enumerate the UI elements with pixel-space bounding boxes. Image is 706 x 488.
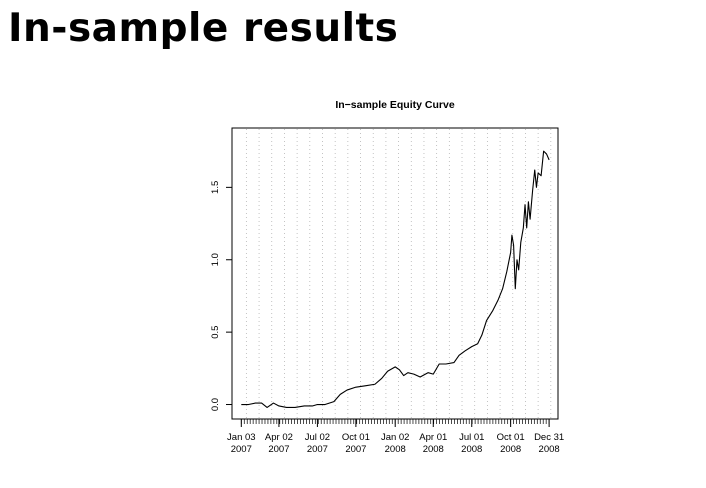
x-tick-label-year: 2008 xyxy=(423,444,444,455)
x-tick-label: Jul 01 xyxy=(459,432,484,443)
x-tick-label-year: 2007 xyxy=(307,444,328,455)
y-tick-label: 0.5 xyxy=(210,326,221,339)
x-tick-label-year: 2008 xyxy=(500,444,521,455)
chart-grid xyxy=(245,129,552,418)
x-tick-label-year: 2008 xyxy=(461,444,482,455)
slide-title: In-sample results xyxy=(8,6,399,51)
x-tick-label: Jan 02 xyxy=(381,432,410,443)
y-tick-label: 0.0 xyxy=(210,398,221,411)
chart-title: In−sample Equity Curve xyxy=(335,99,454,111)
x-tick-label: Apr 02 xyxy=(265,432,293,443)
x-tick-label-year: 2007 xyxy=(268,444,289,455)
x-tick-label: Oct 01 xyxy=(497,432,525,443)
x-tick-label: Dec 31 xyxy=(534,432,564,443)
x-tick-label: Apr 01 xyxy=(419,432,447,443)
chart-series-layer xyxy=(241,150,550,408)
equity-series-line xyxy=(241,150,550,408)
y-axis: 0.0 0.5 1.0 1.5 xyxy=(210,181,232,411)
x-tick-label: Jan 03 xyxy=(227,432,256,443)
x-tick-label-year: 2007 xyxy=(345,444,366,455)
x-tick-label-year: 2007 xyxy=(231,444,252,455)
x-tick-label: Jul 02 xyxy=(305,432,330,443)
y-tick-label: 1.0 xyxy=(210,253,221,266)
plot-frame xyxy=(231,127,559,420)
x-tick-label-year: 2008 xyxy=(539,444,560,455)
x-tick-label-year: 2008 xyxy=(385,444,406,455)
x-tick-label: Oct 01 xyxy=(342,432,370,443)
y-tick-label: 1.5 xyxy=(210,181,221,194)
